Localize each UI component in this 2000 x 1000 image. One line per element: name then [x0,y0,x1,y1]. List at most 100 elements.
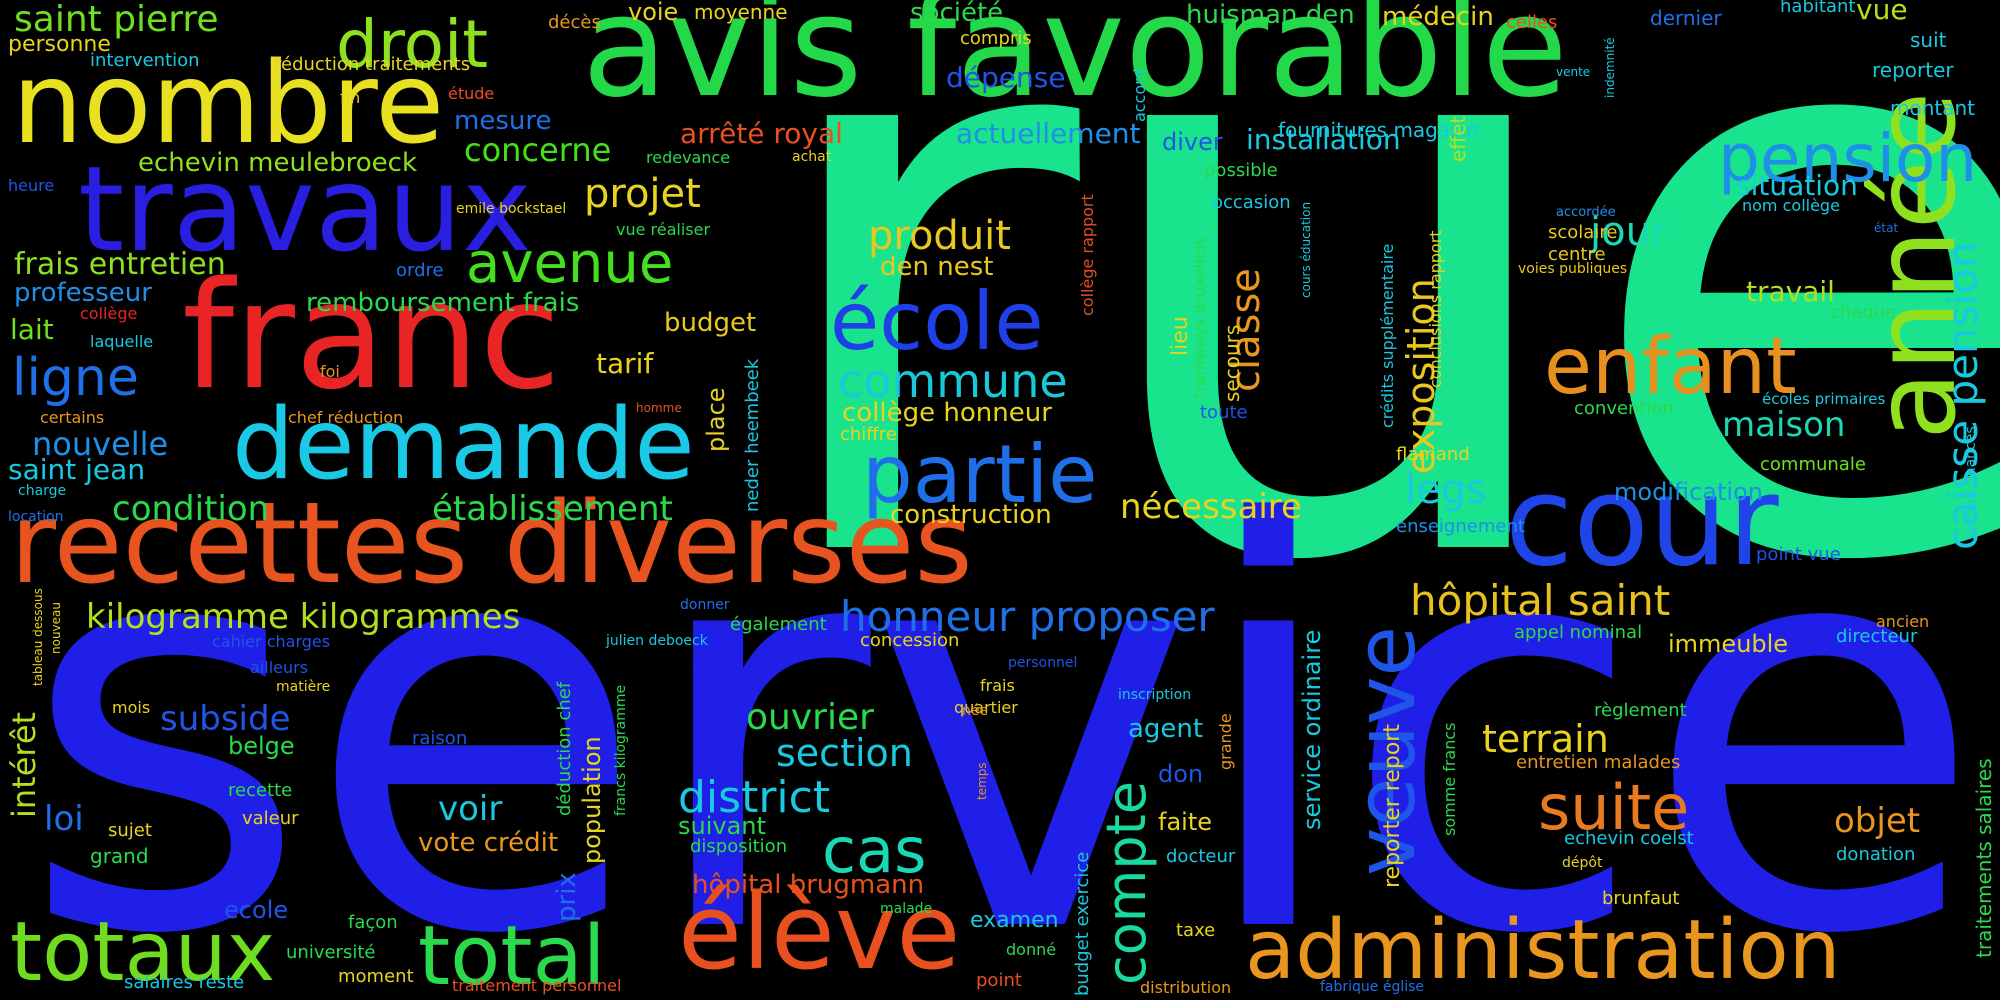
word: flamand [1396,444,1470,465]
word: actuellement [956,117,1141,150]
word: conclusions rapport [1426,230,1445,388]
word: nécessaire [1120,487,1302,527]
word: dépôt [1562,855,1603,871]
word: cour [1505,450,1779,594]
word: docteur [1166,846,1236,867]
word: installation [1246,123,1401,156]
word: maison [1722,405,1846,445]
word: section [776,731,913,775]
word: collège rapport [1078,194,1097,316]
word: tarif [596,347,654,380]
word: achat [792,149,832,165]
word: donner [680,597,730,613]
word: fournitures magasin [1278,118,1479,142]
word: réduction traitements [274,54,471,75]
word: élève [678,871,961,993]
word: ouvrier [746,697,874,738]
word: total [418,909,606,1000]
word: service ordinaire [1298,629,1326,830]
word: fabrique église [1320,979,1425,995]
word: intérêt [5,711,43,818]
word: vue réaliser [616,220,711,239]
word: déduction chef [554,681,575,816]
word: médecin [1382,2,1494,32]
word: enseignement [1396,516,1525,537]
word: appel nominal [1514,622,1643,643]
word: echevin coelst [1564,828,1694,849]
word: collège honneur [842,398,1052,428]
word: lieu [1168,316,1193,356]
word: ecole [224,896,289,924]
word: intervention [90,50,200,71]
word: examen [970,908,1059,933]
word: nom collège [1742,196,1840,215]
word: née [962,703,989,719]
word: commune [838,354,1068,408]
word: personne [8,32,111,57]
word: grande [1216,713,1235,770]
word: kilogramme kilogrammes [86,597,521,637]
word: chaque [1830,302,1897,323]
word: prix [552,872,582,922]
word: écoles primaires [1762,390,1886,408]
word: point [976,970,1022,991]
word: vote crédit [418,828,559,858]
word: pension [1718,120,1978,197]
word: laquelle [90,332,154,351]
word: diver [1162,128,1223,156]
word: honneur proposer [840,592,1215,641]
word: neder heembeek [742,358,763,512]
word: taxe [1176,920,1216,941]
word: frais entretien [14,247,226,282]
word: centre [1548,244,1606,265]
word: mois [112,698,151,717]
word: suite [1538,771,1690,844]
word: lait [10,313,54,346]
word: cas [822,814,927,887]
word: hôpital brugmann [692,870,925,900]
word: tramways bruxellois [1190,236,1209,398]
word: place [702,387,730,452]
word: personnel [1008,655,1078,671]
word: francs kilogramme [613,684,629,816]
word: droit [336,6,489,83]
word: scolaire [1548,222,1618,243]
word: partie [862,428,1098,521]
word: salaires reste [124,972,245,993]
word: école [830,275,1044,368]
word: reporter report [1380,724,1405,888]
word: fin [340,88,361,107]
word: donation [1836,844,1916,865]
word: dépense [946,61,1066,94]
word: façon [348,912,398,933]
word: emile bockstael [456,201,567,217]
word: voir [438,789,503,829]
word: raison [412,728,468,749]
word: ailleurs [250,658,309,677]
word: legs [1405,467,1487,513]
word: traitements salaires [1972,758,1996,958]
word: établissement [432,489,673,529]
word: heure [8,176,55,195]
word: hôpital saint [1410,576,1671,625]
word: mesure [454,106,552,136]
word: modification [1614,478,1763,506]
word: rue [755,0,2000,734]
word: den nest [880,252,994,282]
word: effet [1446,115,1470,162]
word: concerne [464,131,612,169]
word: nombre [12,39,445,169]
word: huisman den [1186,0,1355,30]
word: habitant [1780,0,1856,17]
word: julien deboeck [606,633,708,649]
word: accord [1130,68,1149,122]
word: projet [584,171,701,217]
word: condition [112,489,270,529]
word: malade [880,901,933,917]
word: compte [1095,780,1158,985]
word: location [8,509,64,525]
word: état [1874,221,1899,235]
word: nouveau [49,602,63,654]
word: celles [1506,12,1558,33]
word: disposition [690,836,788,857]
